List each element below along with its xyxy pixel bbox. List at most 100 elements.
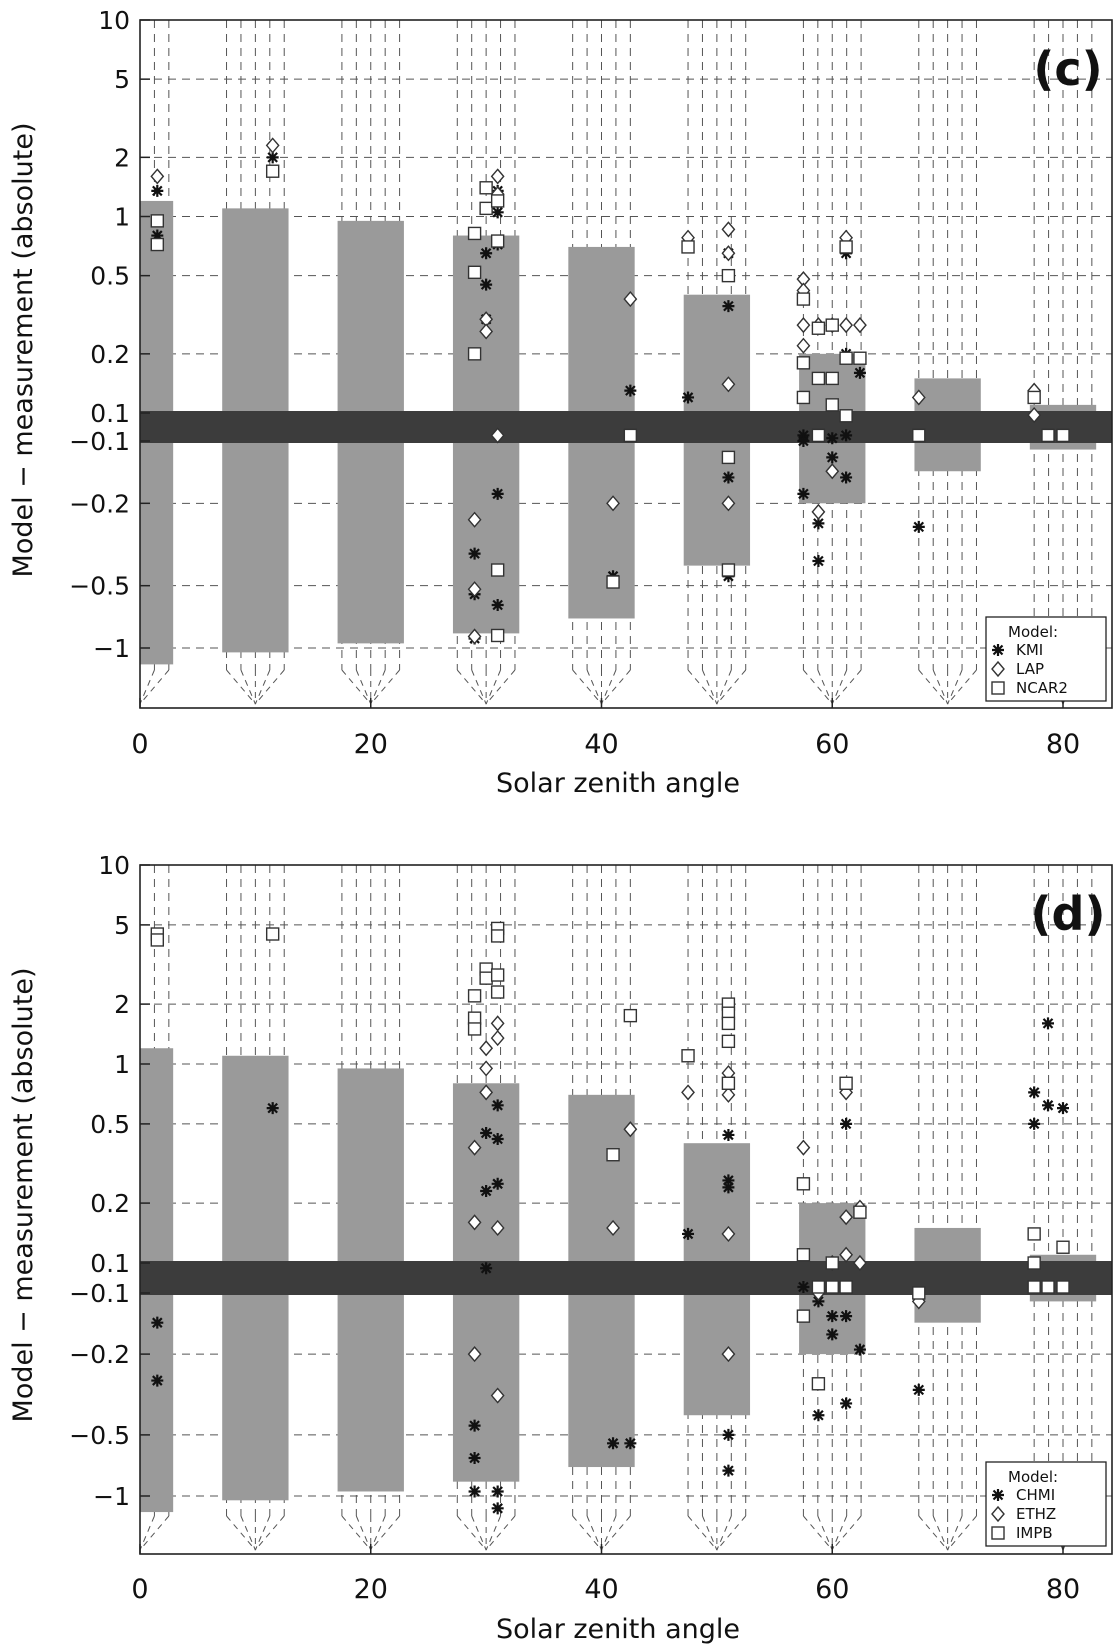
data-point-impb bbox=[825, 1280, 839, 1294]
gridline-funnel bbox=[601, 1515, 617, 1551]
x-tick-label: 0 bbox=[131, 1574, 148, 1605]
data-point-kmi bbox=[491, 487, 504, 500]
gridline-funnel bbox=[716, 669, 732, 705]
data-point-chmi bbox=[797, 1281, 810, 1293]
data-point-chmi bbox=[491, 1485, 504, 1498]
gridline-funnel bbox=[831, 669, 848, 705]
gridline-funnel bbox=[485, 1515, 502, 1551]
gridline-funnel bbox=[240, 1515, 256, 1551]
y-tick-label: 0.5 bbox=[90, 1110, 130, 1139]
data-point-ethz bbox=[490, 1387, 505, 1404]
y-tick-label: 0.1 bbox=[90, 1249, 130, 1278]
data-point-impb bbox=[490, 968, 505, 982]
data-point-ncar2 bbox=[467, 265, 482, 280]
data-point-ncar2 bbox=[490, 234, 505, 248]
data-point-impb bbox=[1027, 1227, 1041, 1241]
gridline-funnel bbox=[831, 1515, 848, 1551]
y-tick-label: −0.5 bbox=[69, 572, 130, 601]
legend-marker-kmi bbox=[992, 644, 1004, 656]
data-point-chmi bbox=[151, 1316, 164, 1329]
data-point-ethz bbox=[479, 1040, 494, 1057]
data-point-ncar2 bbox=[606, 575, 620, 589]
data-point-lap bbox=[467, 511, 482, 528]
data-point-kmi bbox=[797, 435, 810, 447]
data-point-chmi bbox=[1028, 1117, 1041, 1130]
data-point-lap bbox=[606, 495, 620, 512]
legend-marker-impb bbox=[991, 1526, 1005, 1540]
y-tick-label: 2 bbox=[114, 990, 130, 1019]
data-point-ncar2 bbox=[490, 628, 505, 643]
legend-marker-ethz bbox=[991, 1505, 1005, 1523]
gridline-funnel bbox=[947, 1515, 977, 1551]
gridline-funnel bbox=[139, 1515, 155, 1551]
data-point-chmi bbox=[491, 1099, 504, 1112]
data-point-lap bbox=[825, 463, 840, 480]
legend-box bbox=[985, 1461, 1107, 1547]
y-axis-label: Model − measurement (absolute) bbox=[8, 123, 39, 578]
data-point-lap bbox=[490, 427, 505, 444]
data-point-chmi bbox=[1028, 1086, 1041, 1099]
data-point-ethz bbox=[490, 1015, 505, 1032]
gridline-funnel bbox=[586, 1515, 602, 1551]
gridline-funnel bbox=[947, 669, 977, 705]
plot-frame bbox=[139, 19, 1113, 709]
gridline-funnel bbox=[471, 1515, 487, 1551]
data-point-impb bbox=[721, 1034, 736, 1049]
x-tick-label: 40 bbox=[584, 1574, 618, 1605]
data-point-ncar2 bbox=[681, 240, 695, 254]
gridline-funnel bbox=[831, 1515, 862, 1551]
data-point-kmi bbox=[722, 300, 735, 313]
y-tick-label: −0.2 bbox=[69, 1340, 130, 1369]
y-tick-label: 0.2 bbox=[90, 1189, 130, 1218]
data-point-ethz bbox=[606, 1219, 620, 1237]
data-point-ncar2 bbox=[825, 398, 839, 412]
gridline-funnel bbox=[226, 1515, 256, 1551]
data-point-ncar2 bbox=[825, 318, 839, 332]
gridline-funnel bbox=[716, 1515, 747, 1551]
legend-label: CHMI bbox=[1016, 1486, 1055, 1504]
data-point-ncar2 bbox=[796, 390, 811, 405]
data-point-kmi bbox=[682, 391, 695, 404]
data-point-ethz bbox=[721, 1225, 736, 1242]
tick-labels: 10 5 2 1 0.5 0.2 0.1−0.1 −0.2 −0.5 −1 0 20 40 60 80 bbox=[69, 851, 1080, 1605]
data-point-impb bbox=[1027, 1280, 1041, 1294]
data-point-impb bbox=[811, 1280, 826, 1294]
gridline-funnel bbox=[139, 1515, 170, 1551]
chart-panel-d: 10 5 2 1 0.5 0.2 0.1−0.1 −0.2 −0.5 −1 0 20 40 60 80 (d… bbox=[8, 851, 1113, 1645]
data-point-lap bbox=[467, 628, 482, 645]
data-point-ncar2 bbox=[479, 181, 493, 195]
legend-marker-lap bbox=[991, 660, 1005, 678]
gridline-funnel bbox=[601, 1515, 631, 1551]
data-point-lap bbox=[911, 389, 926, 406]
data-point-chmi bbox=[682, 1227, 695, 1240]
data-point-ncar2 bbox=[839, 351, 853, 365]
gridline-funnel bbox=[947, 669, 963, 705]
data-point-impb bbox=[606, 1148, 620, 1162]
data-point-ncar2 bbox=[853, 351, 867, 365]
data-point-chmi bbox=[840, 1117, 853, 1130]
gridline-funnel bbox=[485, 1515, 516, 1551]
data-point-lap bbox=[467, 581, 482, 598]
data-point-lap bbox=[490, 168, 505, 185]
data-point-ethz bbox=[839, 1246, 854, 1263]
data-point-impb bbox=[467, 1022, 482, 1036]
gridline-funnel bbox=[932, 669, 949, 705]
data-points bbox=[150, 137, 1070, 645]
data-point-ncar2 bbox=[1041, 428, 1055, 443]
x-tick-label: 20 bbox=[354, 1574, 388, 1605]
data-point-chmi bbox=[480, 1262, 493, 1275]
data-point-chmi bbox=[1042, 1017, 1054, 1030]
data-point-ncar2 bbox=[479, 201, 493, 216]
chart-panel-c: 10 5 2 1 0.5 0.2 0.1−0.1 −0.2 −0.5 −1 0 20 40 60 80 (c… bbox=[8, 6, 1113, 799]
data-point-chmi bbox=[480, 1127, 493, 1140]
x-tick-label: 0 bbox=[131, 729, 148, 760]
y-tick-label: −0.1 bbox=[69, 1279, 130, 1308]
data-point-chmi bbox=[468, 1419, 481, 1432]
data-point-chmi bbox=[722, 1464, 735, 1477]
gridline-funnel bbox=[932, 1515, 949, 1551]
gridline-funnel bbox=[817, 1515, 833, 1551]
data-point-kmi bbox=[624, 384, 637, 397]
gridline-funnel bbox=[701, 1515, 718, 1551]
data-point-ncar2 bbox=[912, 428, 926, 443]
data-point-chmi bbox=[480, 1185, 493, 1198]
